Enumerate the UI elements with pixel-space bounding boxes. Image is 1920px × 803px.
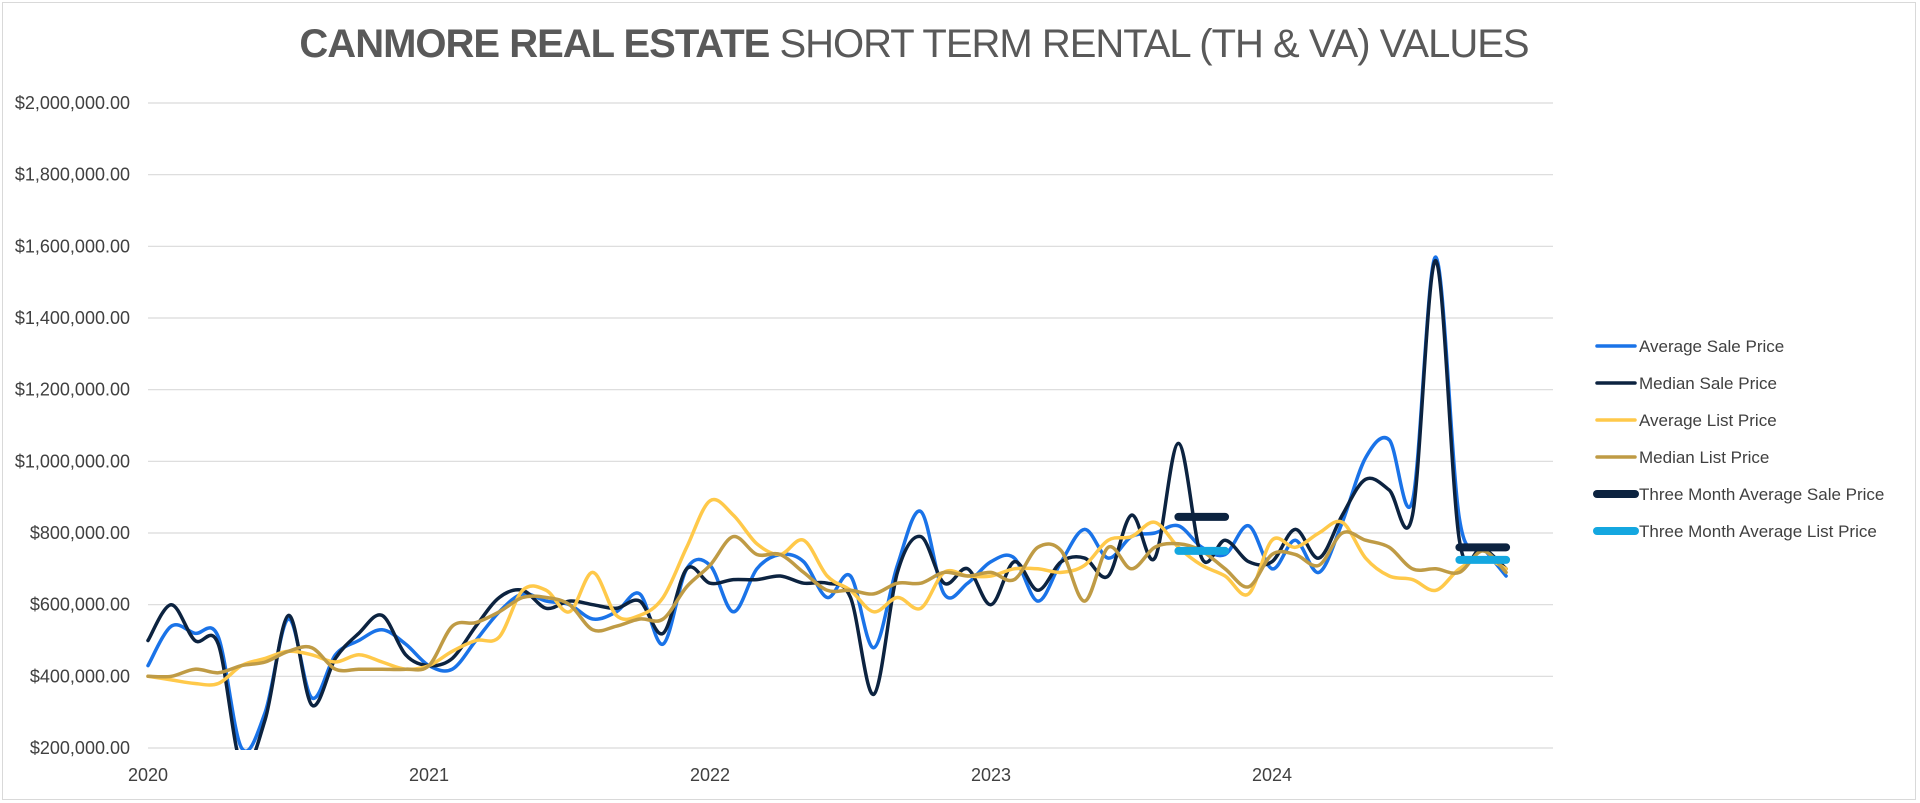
y-tick-label: $400,000.00 (30, 666, 130, 686)
y-tick-label: $800,000.00 (30, 523, 130, 543)
y-tick-label: $1,200,000.00 (15, 380, 130, 400)
legend-label: Average Sale Price (1639, 337, 1784, 356)
y-tick-label: $200,000.00 (30, 738, 130, 758)
gridlines (148, 102, 1553, 749)
x-tick-label: 2021 (409, 765, 449, 785)
y-tick-label: $1,600,000.00 (15, 236, 130, 256)
chart-title: CANMORE REAL ESTATE SHORT TERM RENTAL (T… (0, 22, 1828, 67)
legend-label: Median List Price (1639, 448, 1769, 467)
legend-label: Average List Price (1639, 411, 1777, 430)
series-line-0 (146, 255, 1508, 750)
series-line-2 (146, 497, 1508, 687)
x-tick-label: 2023 (971, 765, 1011, 785)
legend: Average Sale Price Median Sale Price Avera… (1593, 337, 1884, 541)
y-axis: $200,000.00 $400,000.00 $600,000.00 $800,00… (15, 93, 130, 758)
legend-label: Three Month Average List Price (1639, 522, 1877, 541)
chart-title-bold: CANMORE REAL ESTATE (299, 22, 770, 66)
legend-label: Three Month Average Sale Price (1639, 485, 1884, 504)
y-tick-label: $2,000,000.00 (15, 93, 130, 113)
x-tick-label: 2022 (690, 765, 730, 785)
legend-label: Median Sale Price (1639, 374, 1777, 393)
x-tick-label: 2020 (128, 765, 168, 785)
y-tick-label: $1,000,000.00 (15, 451, 130, 471)
x-tick-label: 2024 (1252, 765, 1292, 785)
y-tick-label: $1,400,000.00 (15, 308, 130, 328)
y-tick-label: $600,000.00 (30, 595, 130, 615)
series-lines (146, 255, 1511, 750)
y-tick-label: $1,800,000.00 (15, 165, 130, 185)
x-axis: 2020 2021 2022 2023 2024 (128, 765, 1292, 785)
chart-title-rest: SHORT TERM RENTAL (TH & VA) VALUES (779, 22, 1529, 66)
series-line-3 (146, 530, 1508, 679)
series-line-1 (146, 258, 1508, 750)
